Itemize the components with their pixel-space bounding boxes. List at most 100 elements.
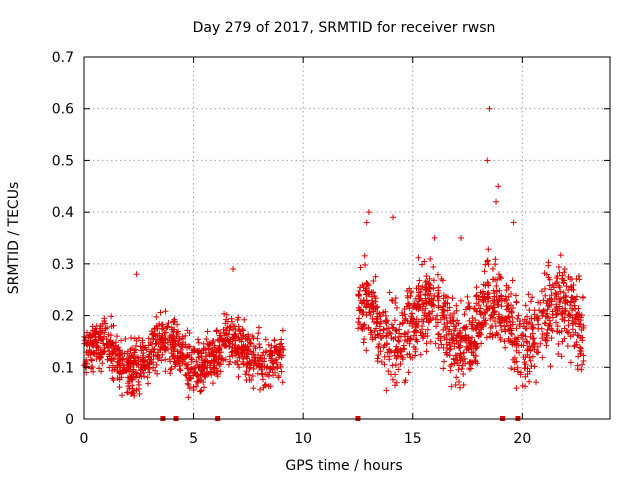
data-point <box>208 360 215 367</box>
data-point <box>386 289 393 296</box>
data-point <box>184 377 191 384</box>
data-point <box>571 343 578 350</box>
data-point <box>240 347 247 354</box>
data-point <box>246 376 253 383</box>
data-point <box>413 329 420 336</box>
data-point <box>501 297 508 304</box>
data-point <box>434 312 441 319</box>
y-tick-label: 0.5 <box>52 153 74 169</box>
data-point <box>447 367 454 374</box>
data-point <box>435 297 442 304</box>
data-point <box>426 281 433 288</box>
data-point <box>119 392 126 399</box>
data-point <box>360 339 367 346</box>
data-point <box>116 384 123 391</box>
data-point <box>171 343 178 350</box>
data-point <box>394 353 401 360</box>
data-point <box>260 358 267 365</box>
data-point <box>269 366 276 373</box>
data-point <box>537 299 544 306</box>
data-point <box>561 325 568 332</box>
data-point <box>405 369 412 376</box>
data-point <box>451 360 458 367</box>
data-point <box>395 337 402 344</box>
data-point <box>438 275 445 282</box>
data-point <box>176 335 183 342</box>
data-point <box>513 347 520 354</box>
data-point <box>465 334 472 341</box>
chart-title: Day 279 of 2017, SRMTID for receiver rws… <box>193 20 496 36</box>
data-point <box>471 357 478 364</box>
data-point <box>185 381 192 388</box>
data-point <box>435 302 442 309</box>
data-point <box>462 360 469 367</box>
data-point <box>440 365 447 372</box>
data-point <box>456 344 463 351</box>
data-point <box>548 301 555 308</box>
data-point <box>402 337 409 344</box>
data-point <box>171 316 178 323</box>
data-point <box>527 298 534 305</box>
data-point <box>177 367 184 374</box>
data-point <box>235 373 242 380</box>
data-point <box>242 335 249 342</box>
data-point <box>473 293 480 300</box>
data-point <box>280 346 287 353</box>
data-point <box>168 324 175 331</box>
data-point <box>152 333 159 340</box>
data-point <box>370 289 377 296</box>
data-point <box>126 385 133 392</box>
data-point <box>400 319 407 326</box>
data-point <box>553 301 560 308</box>
data-point <box>102 320 109 327</box>
data-point <box>144 374 151 381</box>
data-point <box>422 284 429 291</box>
data-point <box>229 344 236 351</box>
data-point <box>447 345 454 352</box>
data-point <box>477 305 484 312</box>
data-point <box>513 325 520 332</box>
data-point <box>140 369 147 376</box>
data-point <box>150 364 157 371</box>
data-point <box>441 358 448 365</box>
data-point <box>267 383 274 390</box>
data-point <box>448 361 455 368</box>
data-point <box>236 364 243 371</box>
data-point <box>513 385 520 392</box>
x-axis-ticks: 0 5 10 15 20 <box>80 57 531 447</box>
data-point <box>522 333 529 340</box>
data-point <box>200 384 207 391</box>
data-point <box>162 308 169 315</box>
data-point <box>98 351 105 358</box>
data-point <box>231 331 238 338</box>
data-point <box>546 276 553 283</box>
data-point <box>385 368 392 375</box>
data-point <box>443 315 450 322</box>
data-point <box>383 341 390 348</box>
data-point <box>193 358 200 365</box>
data-point <box>247 340 254 347</box>
data-point <box>114 346 121 353</box>
data-point <box>244 361 251 368</box>
data-point <box>383 333 390 340</box>
data-point <box>198 387 205 394</box>
data-point <box>162 368 169 375</box>
data-point <box>175 340 182 347</box>
data-point <box>195 378 202 385</box>
data-point <box>258 366 265 373</box>
data-point <box>365 209 372 216</box>
data-point <box>107 337 114 344</box>
data-point <box>250 385 257 392</box>
data-point <box>526 378 533 385</box>
data-point <box>472 345 479 352</box>
data-point <box>549 314 556 321</box>
data-point <box>520 342 527 349</box>
data-point <box>498 303 505 310</box>
data-point <box>549 327 556 334</box>
data-point <box>250 362 257 369</box>
y-tick-label: 0.7 <box>52 50 74 66</box>
data-point <box>109 375 116 382</box>
data-point <box>489 323 496 330</box>
data-point <box>392 371 399 378</box>
data-point <box>427 285 434 292</box>
